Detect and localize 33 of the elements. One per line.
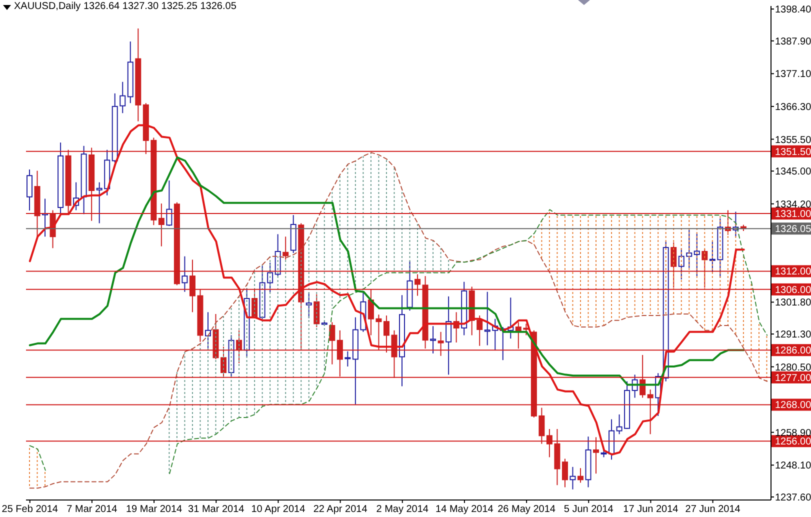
x-tick-label: 7 Mar 2014	[66, 504, 118, 515]
y-tick-label: 1387.90	[775, 36, 811, 48]
x-tick-label: 5 Jun 2014	[564, 504, 614, 515]
x-tick-label: 14 May 2014	[436, 504, 494, 515]
x-tick-label: 17 Jun 2014	[623, 504, 679, 515]
ref-line-label: 1306.00	[775, 284, 811, 296]
y-tick-label: 1280.50	[775, 362, 811, 374]
chart-title: XAUUSD,Daily 1326.64 1327.30 1325.25 1326.05	[14, 1, 236, 13]
x-tick-label: 25 Feb 2014	[2, 504, 58, 515]
ref-line-label: 1286.00	[775, 346, 811, 357]
y-tick-label: 1398.40	[775, 4, 811, 16]
y-tick-label: 1366.30	[775, 102, 811, 113]
ref-line-label: 1277.00	[775, 372, 811, 384]
x-tick-label: 22 Apr 2014	[313, 504, 368, 515]
x-tick-label: 31 Mar 2014	[188, 504, 245, 515]
x-tick-label: 27 Jun 2014	[685, 504, 741, 515]
ref-line-label: 1312.00	[775, 266, 811, 278]
x-tick-label: 26 May 2014	[498, 504, 556, 515]
y-tick-label: 1345.00	[775, 166, 811, 178]
y-tick-label: 1237.60	[775, 492, 811, 504]
y-tick-label: 1377.10	[775, 69, 811, 80]
ref-line-label: 1351.50	[775, 146, 811, 158]
x-tick-label: 2 May 2014	[376, 504, 429, 515]
ref-line-label: 1256.00	[775, 436, 811, 448]
y-tick-label: 1355.50	[775, 134, 811, 146]
y-tick-label: 1301.80	[775, 298, 811, 309]
y-tick-label: 1291.30	[775, 330, 811, 341]
ref-line-label: 1331.00	[775, 209, 811, 220]
y-tick-label: 1248.10	[775, 460, 811, 472]
ref-line-label: 1268.00	[775, 400, 811, 412]
ref-line-label: 1326.05	[775, 224, 811, 236]
x-tick-label: 19 Mar 2014	[126, 504, 183, 515]
x-tick-label: 10 Apr 2014	[251, 504, 306, 515]
